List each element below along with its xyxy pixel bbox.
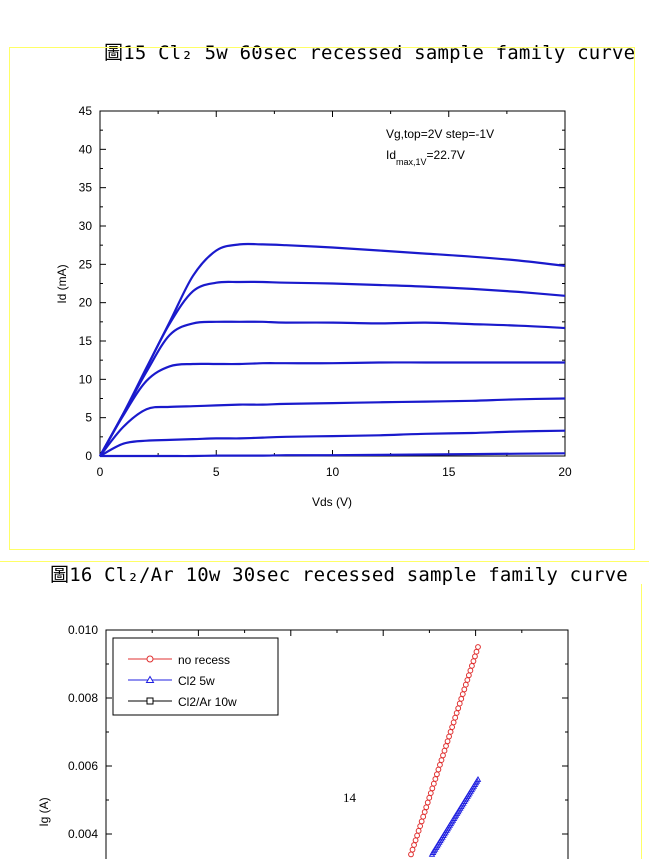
y-tick-label: 40	[79, 142, 93, 156]
point-no-recess	[423, 804, 430, 811]
y-tick-label-2: 0.010	[68, 623, 98, 637]
x-tick-label: 10	[326, 465, 340, 479]
point-no-recess	[411, 842, 417, 848]
point-no-recess	[429, 785, 436, 792]
point-no-recess	[408, 851, 414, 858]
point-no-recess	[427, 790, 434, 797]
point-no-recess	[461, 686, 468, 693]
legend-box	[112, 637, 279, 716]
point-no-recess	[443, 743, 449, 749]
point-no-recess	[455, 705, 462, 712]
annotation-idmax: Idmax,1V=22.7V	[386, 148, 465, 167]
point-no-recess	[417, 823, 424, 830]
point-no-recess	[424, 799, 431, 806]
point-no-recess	[473, 648, 480, 655]
point-no-recess	[449, 724, 456, 731]
point-no-recess	[446, 733, 452, 740]
page-number: 14	[343, 790, 356, 805]
annotation-vg: Vg,top=2V step=-1V	[386, 127, 494, 141]
point-no-recess	[452, 714, 459, 721]
point-no-recess	[470, 658, 477, 665]
point-no-recess	[415, 827, 422, 834]
y-axis-label: Id (mA)	[55, 264, 69, 303]
point-no-recess	[409, 846, 416, 853]
point-no-recess	[450, 719, 457, 726]
point-no-recess	[432, 776, 439, 782]
point-no-recess	[438, 757, 445, 764]
point-no-recess	[444, 738, 451, 745]
point-no-recess	[469, 662, 475, 669]
series-line-2	[99, 320, 566, 457]
figure16-caption: 圖16 Cl₂/Ar 10w 30sec recessed sample fam…	[50, 564, 628, 586]
legend-marker-triangle	[145, 675, 155, 683]
y-tick-label: 15	[79, 334, 93, 348]
x-axis-label: Vds (V)	[312, 495, 352, 509]
y-tick-label-2: 0.006	[68, 759, 98, 773]
point-no-recess	[435, 766, 442, 773]
legend-label: Cl2 5w	[178, 674, 215, 688]
x-tick-label: 0	[97, 465, 104, 479]
series-line-6	[100, 452, 566, 458]
point-no-recess	[462, 681, 469, 688]
point-no-recess	[441, 747, 448, 754]
point-no-recess	[421, 809, 428, 815]
point-no-recess	[456, 700, 463, 707]
y-tick-label: 25	[79, 257, 93, 271]
point-no-recess	[447, 728, 454, 735]
point-no-recess	[475, 644, 481, 650]
point-no-recess	[418, 818, 425, 825]
y-tick-label: 0	[85, 449, 92, 463]
series-line-5	[99, 429, 566, 457]
legend-label: no recess	[178, 653, 230, 667]
legend-marker-square	[146, 697, 154, 705]
point-no-recess	[433, 771, 440, 778]
point-cl2-5w	[474, 775, 482, 782]
figure16-frame-right	[641, 584, 642, 859]
y-tick-label-2: 0.004	[68, 827, 98, 841]
point-no-recess	[465, 672, 472, 679]
figure16-frame-top	[0, 561, 649, 562]
series-line-1	[99, 280, 566, 457]
legend-label: Cl2/Ar 10w	[178, 695, 237, 709]
y-tick-label: 10	[79, 372, 93, 386]
y-tick-label-2: 0.008	[68, 691, 98, 705]
point-no-recess	[420, 813, 427, 820]
point-no-recess	[472, 653, 478, 660]
point-no-recess	[458, 695, 465, 702]
point-no-recess	[412, 837, 419, 844]
tick-group-2: 0.004 0.006 0.008 0.010	[68, 623, 569, 841]
y-tick-label: 20	[79, 296, 93, 310]
series-line-4	[99, 397, 566, 457]
x-tick-label: 5	[213, 465, 220, 479]
y-axis-label-2: Ig (A)	[37, 797, 51, 826]
point-no-recess	[467, 667, 474, 674]
point-no-recess	[459, 691, 466, 698]
point-no-recess	[414, 832, 420, 839]
figure15-frame	[9, 47, 635, 550]
series-group	[99, 242, 566, 458]
y-tick-label: 5	[85, 411, 92, 425]
series-group-2	[408, 644, 482, 858]
x-tick-label: 20	[558, 465, 572, 479]
y-tick-label: 35	[79, 181, 93, 195]
point-no-recess	[440, 752, 446, 759]
point-no-recess	[430, 780, 437, 787]
legend: no recess Cl2 5w Cl2/Ar 10w	[128, 653, 237, 709]
x-tick-label: 15	[442, 465, 456, 479]
y-tick-label: 30	[79, 219, 93, 233]
y-tick-label: 45	[79, 104, 93, 118]
point-no-recess	[437, 761, 443, 768]
point-no-recess	[426, 794, 433, 801]
point-no-recess	[453, 710, 460, 716]
series-line-3	[99, 361, 565, 457]
legend-marker-circle	[146, 655, 154, 663]
point-no-recess	[464, 677, 471, 683]
